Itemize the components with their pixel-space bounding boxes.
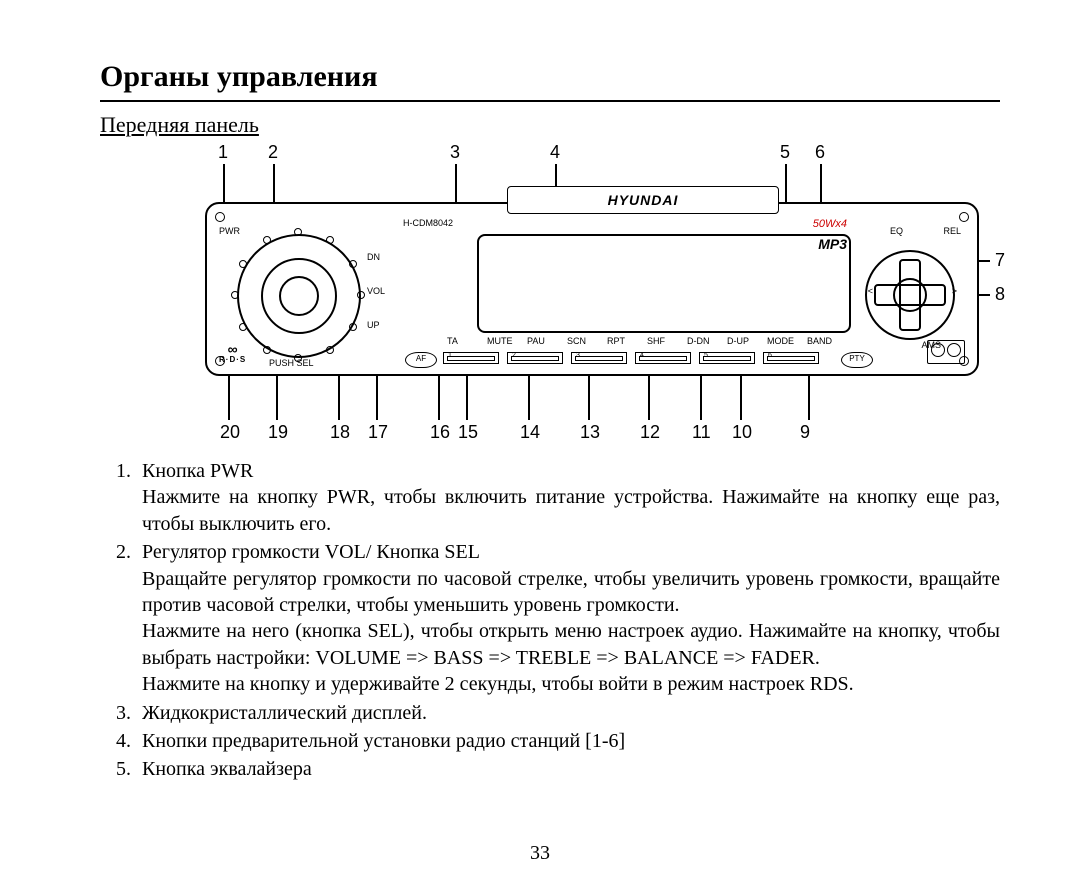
label-pwr: PWR — [219, 226, 240, 236]
label-up: UP — [367, 320, 380, 330]
callout-1: 1 — [218, 142, 228, 163]
pty-button: PTY — [841, 352, 873, 368]
callout-4: 4 — [550, 142, 560, 163]
btn-label-band: BAND — [807, 336, 832, 346]
callout-9: 9 — [800, 422, 810, 443]
list-item: Регулятор громкости VOL/ Кнопка SELВраща… — [136, 539, 1000, 697]
cd-logo — [927, 340, 965, 364]
front-panel-diagram: 123456 20191817161514131211109 78 HYUNDA… — [100, 142, 1000, 452]
label-power: 50Wx4 — [813, 218, 847, 230]
callout-14: 14 — [520, 422, 540, 443]
preset-button-1: 1 — [443, 352, 499, 364]
list-item: Кнопка эквалайзера — [136, 756, 1000, 782]
callout-6: 6 — [815, 142, 825, 163]
callout-5: 5 — [780, 142, 790, 163]
preset-button-5: 5 — [699, 352, 755, 364]
title-rule — [100, 100, 1000, 102]
list-item: Кнопки предварительной установки радио с… — [136, 728, 1000, 754]
description-list: Кнопка PWRНажмите на кнопку PWR, чтобы в… — [100, 458, 1000, 783]
page-title: Органы управления — [100, 60, 1000, 94]
btn-label-rpt: RPT — [607, 336, 625, 346]
af-button: AF — [405, 352, 437, 368]
callout-3: 3 — [450, 142, 460, 163]
preset-button-3: 3 — [571, 352, 627, 364]
label-model: H-CDM8042 — [403, 218, 453, 228]
btn-label-d-up: D-UP — [727, 336, 749, 346]
subheading: Передняя панель — [100, 112, 1000, 138]
callout-10: 10 — [732, 422, 752, 443]
label-vol: VOL — [367, 286, 385, 296]
callout-12: 12 — [640, 422, 660, 443]
panel-body: HYUNDAI PWR H-CDM8042 50Wx4 MP3 EQ REL A… — [205, 202, 979, 376]
volume-knob — [237, 234, 361, 358]
preset-button-2: 2 — [507, 352, 563, 364]
btn-label-shf: SHF — [647, 336, 665, 346]
btn-label-mode: MODE — [767, 336, 794, 346]
callout-7: 7 — [995, 250, 1005, 271]
label-rel: REL — [943, 226, 961, 236]
list-item: Жидкокристаллический дисплей. — [136, 700, 1000, 726]
btn-label-d-dn: D-DN — [687, 336, 710, 346]
callout-2: 2 — [268, 142, 278, 163]
callout-13: 13 — [580, 422, 600, 443]
btn-label-scn: SCN — [567, 336, 586, 346]
btn-label-mute: MUTE — [487, 336, 513, 346]
callout-17: 17 — [368, 422, 388, 443]
callout-18: 18 — [330, 422, 350, 443]
brand-logo: HYUNDAI — [507, 186, 779, 214]
callout-19: 19 — [268, 422, 288, 443]
preset-button-6: 6 — [763, 352, 819, 364]
callout-16: 16 — [430, 422, 450, 443]
callout-15: 15 — [458, 422, 478, 443]
label-dn: DN — [367, 252, 380, 262]
list-item: Кнопка PWRНажмите на кнопку PWR, чтобы в… — [136, 458, 1000, 537]
callout-8: 8 — [995, 284, 1005, 305]
page-number: 33 — [0, 842, 1080, 865]
btn-label-ta: TA — [447, 336, 458, 346]
preset-button-4: 4 — [635, 352, 691, 364]
label-pushsel: PUSH SEL — [269, 358, 314, 368]
callout-11: 11 — [692, 422, 711, 443]
btn-label-pau: PAU — [527, 336, 545, 346]
rds-logo: ∞ R·D·S — [219, 342, 246, 364]
callout-20: 20 — [220, 422, 240, 443]
label-eq: EQ — [890, 226, 903, 236]
lcd-display — [477, 234, 851, 333]
